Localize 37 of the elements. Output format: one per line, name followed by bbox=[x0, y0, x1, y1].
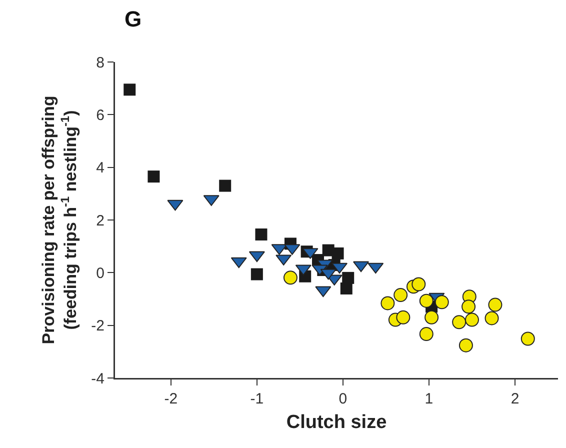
point bbox=[396, 310, 410, 324]
point bbox=[464, 312, 479, 327]
point bbox=[488, 298, 502, 312]
x-axis-title: Clutch size bbox=[286, 412, 387, 434]
y-tick-label: 4 bbox=[96, 160, 104, 177]
point bbox=[332, 247, 344, 260]
y-tick-label: -2 bbox=[91, 318, 104, 335]
y-tick-label: -4 bbox=[91, 370, 104, 388]
x-tick-label: -2 bbox=[164, 390, 178, 408]
y-tick-label: 2 bbox=[96, 212, 104, 230]
point bbox=[458, 338, 473, 352]
point bbox=[380, 296, 395, 310]
x-tick-label: 0 bbox=[338, 390, 348, 408]
point bbox=[452, 315, 466, 330]
point bbox=[434, 295, 449, 310]
point bbox=[124, 84, 136, 96]
x-tick-label: 1 bbox=[424, 390, 434, 408]
chart-title: G bbox=[124, 6, 142, 32]
y-tick-label: 6 bbox=[96, 106, 104, 124]
point bbox=[462, 300, 476, 314]
point bbox=[340, 282, 352, 294]
point bbox=[419, 327, 434, 342]
point bbox=[255, 228, 268, 240]
point bbox=[424, 310, 439, 324]
point bbox=[250, 268, 263, 280]
point bbox=[412, 277, 426, 292]
point bbox=[484, 311, 499, 326]
point bbox=[148, 170, 160, 183]
x-tick-label: 2 bbox=[510, 390, 520, 408]
point bbox=[219, 180, 232, 192]
point bbox=[419, 294, 434, 308]
point bbox=[283, 270, 298, 285]
y-tick-label: 8 bbox=[96, 54, 104, 72]
point bbox=[520, 332, 535, 346]
x-tick-label: -1 bbox=[250, 390, 264, 408]
y-tick-label: 0 bbox=[96, 264, 104, 282]
point bbox=[394, 288, 408, 302]
